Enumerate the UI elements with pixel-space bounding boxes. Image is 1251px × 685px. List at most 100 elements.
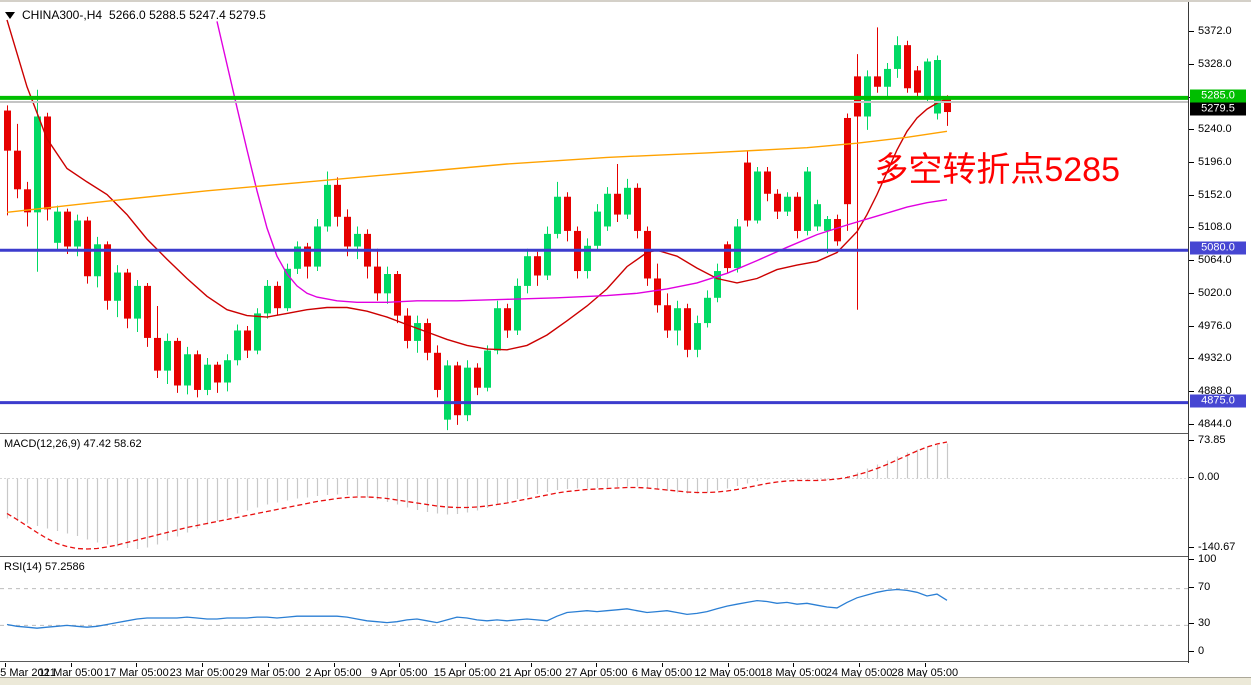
time-axis-label: 24 May 05:00 <box>825 667 893 679</box>
axis-tick <box>1189 439 1194 441</box>
candle-body <box>934 60 941 114</box>
candle-body <box>634 187 641 231</box>
axis-tick <box>1189 559 1194 560</box>
symbol-pointer-icon <box>5 11 15 19</box>
chart-text-annotation[interactable]: 多空转折点5285 <box>874 151 1120 189</box>
time-axis-label: 29 Mar 05:00 <box>235 667 301 679</box>
axis-tick <box>1189 129 1194 131</box>
candle-body <box>74 220 81 247</box>
candle-body <box>924 61 931 98</box>
axis-tick <box>1189 476 1194 478</box>
axis-tick <box>1189 358 1194 360</box>
candle-body <box>424 323 431 353</box>
candle-body <box>914 70 921 93</box>
time-axis-tick <box>596 663 598 667</box>
candlestick-chart[interactable] <box>0 2 1188 433</box>
candle-body <box>704 297 711 324</box>
axis-tick <box>1189 651 1194 652</box>
candle-body <box>374 266 381 294</box>
rsi-label: RSI(14) 57.2586 <box>4 561 85 573</box>
candle-body <box>124 272 131 319</box>
time-axis[interactable]: 5 Mar 2021 11 Mar 05:00 17 Mar 05:00 23 Mar… <box>0 663 1251 679</box>
candle-body <box>404 315 411 341</box>
candle-body <box>154 337 161 371</box>
candle-body <box>344 216 351 247</box>
price-axis-label: 5328.0 <box>1198 57 1232 70</box>
candle-body <box>674 308 681 331</box>
candle-body <box>184 354 191 386</box>
candle-body <box>444 365 451 420</box>
price-axis-label: 5108.0 <box>1198 221 1232 234</box>
axis-tick <box>1189 227 1194 229</box>
candle-body <box>54 211 61 243</box>
rsi-axis-label: 70 <box>1198 580 1211 593</box>
candle-body <box>194 354 201 390</box>
rsi-chart[interactable] <box>0 559 1188 661</box>
price-tag: 4875.0 <box>1190 394 1246 408</box>
candle-body <box>904 45 911 89</box>
candle-body <box>474 367 481 388</box>
ma-long-orange <box>6 130 948 213</box>
time-axis-tick <box>333 663 335 667</box>
candle-body <box>604 193 611 227</box>
candle-body <box>694 323 701 350</box>
axis-tick <box>1189 546 1194 548</box>
candle-body <box>294 246 301 269</box>
axis-tick <box>1189 292 1194 294</box>
candle-body <box>174 340 181 386</box>
candle-body <box>304 246 311 267</box>
candle-body <box>164 340 171 371</box>
price-axis-label: 4932.0 <box>1198 352 1232 365</box>
time-axis-tick <box>267 663 269 667</box>
candle-body <box>104 244 111 301</box>
candle-body <box>824 219 831 231</box>
candle-body <box>774 193 781 212</box>
macd-pane[interactable]: MACD(12,26,9) 47.42 58.62 <box>0 436 1188 556</box>
ma-fast-red <box>6 19 948 351</box>
time-axis-tick <box>464 663 466 667</box>
candle-body <box>834 219 841 242</box>
candle-body <box>284 268 291 309</box>
time-axis-tick <box>859 663 861 667</box>
ohlc-values: 5266.0 5288.5 5247.4 5279.5 <box>109 8 266 22</box>
candle-body <box>514 285 521 331</box>
candle-body <box>794 196 801 231</box>
candle-body <box>814 204 821 227</box>
candle-body <box>664 305 671 331</box>
time-axis-label: 15 Apr 05:00 <box>433 667 497 679</box>
time-axis-label: 11 Mar 05:00 <box>38 667 103 679</box>
candle-body <box>624 187 631 215</box>
price-axis[interactable]: 5372.05328.05284.05240.05196.05152.05108… <box>1188 2 1251 663</box>
candle-body <box>714 271 721 298</box>
window-bottom-strip <box>0 677 1251 685</box>
axis-tick <box>1189 162 1194 164</box>
rsi-pane[interactable]: RSI(14) 57.2586 <box>0 559 1188 661</box>
macd-axis-label: 73.85 <box>1198 433 1226 446</box>
price-tag: 5279.5 <box>1190 102 1246 116</box>
candle-body <box>4 110 11 151</box>
time-axis-tick <box>530 663 532 667</box>
macd-chart[interactable] <box>0 436 1188 556</box>
candle-body <box>554 196 561 234</box>
candle-body <box>314 226 321 267</box>
candle-body <box>394 274 401 316</box>
main-chart-pane[interactable]: CHINA300-,H4 5266.0 5288.5 5247.4 5279.5… <box>0 2 1188 433</box>
candle-body <box>34 116 41 213</box>
time-axis-tick <box>399 663 401 667</box>
candle-body <box>84 220 91 277</box>
candle-body <box>684 308 691 350</box>
candle-body <box>204 364 211 390</box>
candle-body <box>94 244 101 277</box>
price-axis-label: 4976.0 <box>1198 319 1232 332</box>
candle-body <box>594 211 601 246</box>
axis-tick <box>1189 623 1194 625</box>
price-axis-label: 5020.0 <box>1198 286 1232 299</box>
candle-body <box>324 184 331 227</box>
candle-body <box>534 256 541 276</box>
candle-body <box>764 171 771 194</box>
price-axis-label: 5064.0 <box>1198 254 1232 267</box>
price-axis-label: 5372.0 <box>1198 25 1232 38</box>
axis-tick <box>1189 325 1194 327</box>
pane-separator[interactable] <box>0 661 1251 663</box>
time-axis-tick <box>136 663 138 667</box>
